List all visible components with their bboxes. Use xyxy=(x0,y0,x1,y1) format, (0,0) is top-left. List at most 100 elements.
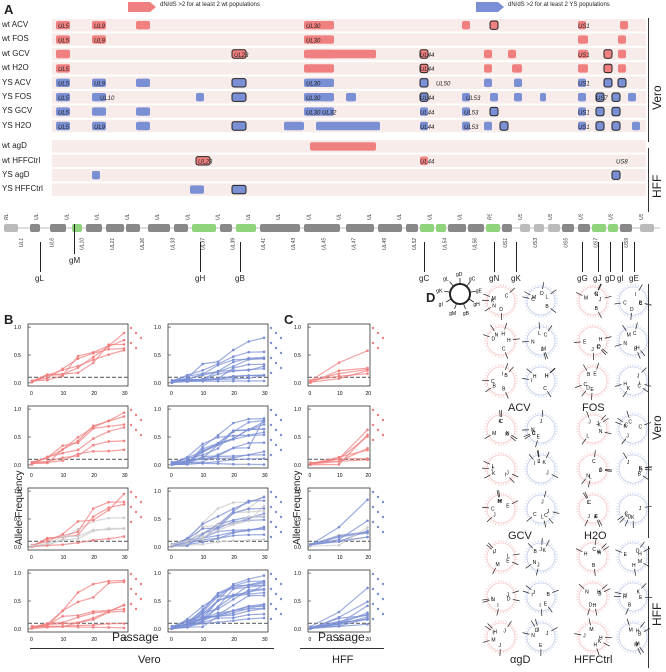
wheel-spoke xyxy=(624,519,629,527)
wheel-tick xyxy=(624,392,627,396)
wheel-spoke xyxy=(485,625,492,631)
wheel-spoke xyxy=(530,620,536,627)
wheel-tick xyxy=(524,502,528,505)
frequency-point xyxy=(61,459,64,462)
mutation-dot xyxy=(129,326,133,330)
wheel-tick xyxy=(601,439,605,443)
wheel-spoke xyxy=(640,621,645,628)
mutation-dot xyxy=(274,361,278,365)
frequency-point xyxy=(107,508,110,512)
wheel-tick xyxy=(606,377,610,379)
frequency-point xyxy=(247,363,250,366)
wheel-tick xyxy=(511,309,515,313)
wheel-letter: K xyxy=(598,422,602,428)
frequency-point xyxy=(92,611,95,615)
wheel-tick xyxy=(606,385,610,388)
wheel-spoke xyxy=(617,417,624,423)
wheel-tick xyxy=(512,420,516,423)
selection-block xyxy=(628,93,636,102)
wheel-tick xyxy=(529,391,533,395)
wheel-spoke xyxy=(484,307,492,312)
wheel-tick xyxy=(511,457,515,461)
frequency-point xyxy=(76,452,80,456)
frequency-point xyxy=(186,544,189,548)
wheel-tick xyxy=(554,297,558,299)
wheel-tick xyxy=(512,460,516,463)
wheel-spoke xyxy=(484,434,491,440)
wheel-letter: N xyxy=(599,429,603,435)
selection-block xyxy=(617,78,627,88)
wheel-tick xyxy=(599,520,602,524)
wheel-tick xyxy=(524,633,528,635)
frequency-point xyxy=(262,495,266,499)
callout-line xyxy=(582,242,583,272)
ytick-label: 1.0 xyxy=(14,489,21,495)
wheel-tick xyxy=(527,625,531,629)
wheel-letter: D xyxy=(636,549,640,555)
frequency-point xyxy=(122,448,126,452)
wheel-tick xyxy=(545,482,548,486)
selection-block xyxy=(56,21,70,30)
mutation-dot xyxy=(269,356,273,360)
wheel-tick xyxy=(497,442,499,446)
selection-block xyxy=(578,78,586,87)
xtick-label: 20 xyxy=(366,473,372,479)
wheel-tick xyxy=(641,287,645,291)
wheel-tick xyxy=(494,650,497,654)
frequency-point xyxy=(262,607,266,610)
wheel-spoke xyxy=(545,451,550,459)
inline-gene-label: US1 xyxy=(578,82,590,88)
genome-label: UL47 xyxy=(352,238,358,250)
wheel-tick xyxy=(514,473,518,476)
wheel-tick xyxy=(484,513,488,516)
mutation-dot xyxy=(134,510,138,514)
selection-block xyxy=(484,78,492,87)
frequency-point xyxy=(107,343,110,346)
wheel-letter: E xyxy=(544,601,548,607)
wheel-tick xyxy=(549,479,553,483)
wheel-spoke xyxy=(637,647,642,655)
mutation-dot xyxy=(376,525,380,529)
wheel-tick xyxy=(637,492,640,496)
ys-legend-text: dN/dS >2 for at least 2 YS populations xyxy=(508,2,610,8)
wheel-ring xyxy=(486,582,516,612)
wheel-tick xyxy=(529,567,533,571)
wheel-tick xyxy=(584,480,587,484)
wheel-letter: N xyxy=(533,560,537,566)
selection-block xyxy=(56,121,70,131)
wheel-tick xyxy=(545,452,548,456)
mutation-dot xyxy=(269,438,273,442)
wheel-tick xyxy=(554,513,558,516)
genome-gene xyxy=(468,224,484,232)
wheel-tick xyxy=(549,455,553,459)
wheel-tick xyxy=(549,367,553,371)
selection-block xyxy=(231,92,247,102)
inline-gene-label: UL44 xyxy=(420,53,435,59)
wheel-tick xyxy=(639,414,642,418)
wheel-tick xyxy=(576,383,580,385)
wheel-tick xyxy=(626,324,629,328)
wheel-spoke xyxy=(602,546,610,551)
wheel-letter: H xyxy=(623,593,627,599)
mutation-dot xyxy=(376,510,380,514)
wheel-letter: L xyxy=(541,347,544,353)
wheel-tick xyxy=(635,610,637,614)
wheel-letter: B xyxy=(492,384,496,390)
mutation-dot xyxy=(269,490,273,494)
wheel-tick xyxy=(489,519,493,523)
selection-block xyxy=(196,93,204,102)
frequency-point xyxy=(262,336,266,340)
frequency-point xyxy=(366,526,369,529)
wheel-spoke xyxy=(498,490,500,498)
hff-bracket xyxy=(648,148,649,212)
ytick-label: 0.5 xyxy=(294,517,301,523)
selection-block xyxy=(618,35,626,44)
wheel-tick xyxy=(629,650,631,654)
wheel-tick xyxy=(589,324,591,328)
wheel-tick xyxy=(554,593,558,595)
wheel-tick xyxy=(597,620,600,624)
wheel-tick xyxy=(492,440,495,444)
wheel-tick xyxy=(644,628,648,631)
frequency-point xyxy=(216,534,220,537)
